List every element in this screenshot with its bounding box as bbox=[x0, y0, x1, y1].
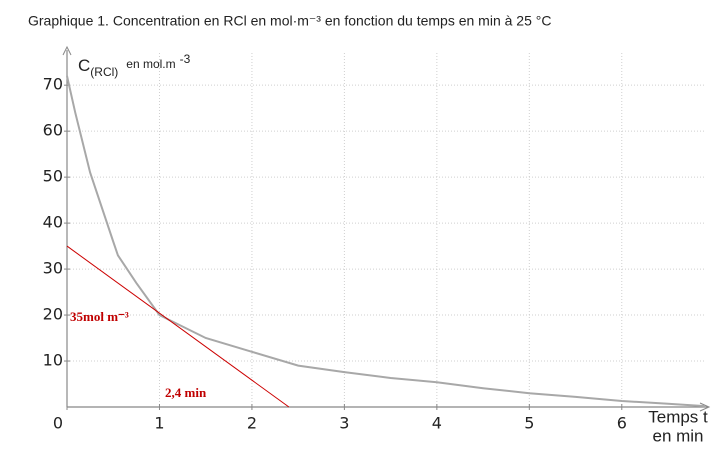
y-tick-label: 70 bbox=[43, 75, 63, 94]
tangent-line bbox=[66, 245, 290, 408]
x-tick-label: 6 bbox=[617, 414, 627, 433]
x-tick-label: 4 bbox=[432, 414, 442, 433]
y-label-unit: en mol.m bbox=[126, 57, 175, 71]
x-tick-label: 0 bbox=[53, 414, 63, 433]
y-label-symbol: C bbox=[78, 56, 90, 75]
data-line bbox=[66, 75, 706, 408]
y-tick-label: 60 bbox=[43, 121, 63, 140]
y-tick-label: 30 bbox=[43, 259, 63, 278]
x-axis-label: Temps t bbox=[648, 407, 708, 426]
x-tick-label: 5 bbox=[524, 414, 534, 433]
y-tick-label: 40 bbox=[43, 213, 63, 232]
y-axis-arrow bbox=[62, 45, 72, 56]
y-tick-label: 20 bbox=[43, 305, 63, 324]
x-tick-label: 2 bbox=[247, 414, 257, 433]
x-axis-label: en min bbox=[652, 426, 703, 445]
x-tick-label: 1 bbox=[154, 414, 164, 433]
y-label-exponent: -3 bbox=[180, 52, 191, 66]
x-tick-label: 3 bbox=[339, 414, 349, 433]
x-axis-arrow bbox=[699, 402, 711, 412]
y-tick-label: 50 bbox=[43, 167, 63, 186]
annotation: 35mol m⁻³ bbox=[70, 309, 129, 324]
y-label-subscript: (RCl) bbox=[90, 65, 118, 79]
y-axis-label: C(RCl) en mol.m -3 bbox=[78, 52, 191, 79]
y-tick-label: 10 bbox=[43, 351, 63, 370]
chart-title: Graphique 1. Concentration en RCl en mol… bbox=[28, 13, 551, 29]
annotation: 2,4 min bbox=[165, 385, 207, 400]
